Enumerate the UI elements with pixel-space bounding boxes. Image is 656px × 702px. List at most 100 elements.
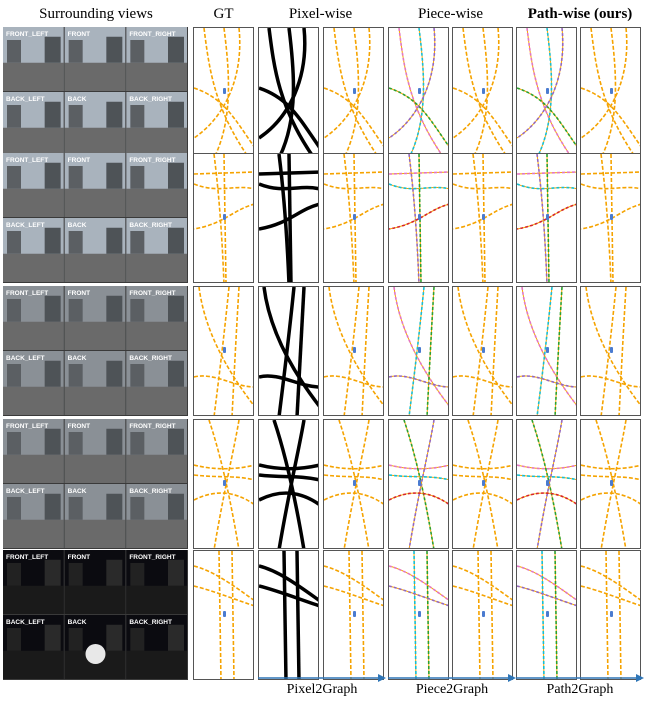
lane-curve	[554, 287, 563, 415]
ego-vehicle-icon	[610, 480, 613, 486]
lane-curve	[213, 154, 225, 282]
lane-curve	[389, 565, 448, 601]
surround-views-row-4: FRONT_LEFT FRONT FRONT_RIGHT BACK_LEFT BACK B…	[3, 419, 188, 549]
lane-curve-overlay	[536, 420, 563, 548]
camera-label-back-left: BACK_LEFT	[6, 488, 45, 495]
lane-curve-overlay	[517, 204, 576, 230]
map-pixel-graph-row-4	[323, 419, 384, 549]
lane-curve-overlay	[389, 28, 436, 139]
map-piece-a-row-4	[388, 419, 449, 549]
camera-label-front: FRONT	[68, 423, 90, 430]
map-path-a-row-3	[516, 286, 577, 416]
lane-curve	[214, 28, 230, 156]
camera-label-front-left: FRONT_LEFT	[6, 290, 48, 297]
lane-curve	[208, 420, 240, 548]
lane-curve	[426, 551, 430, 679]
camera-label-front-left: FRONT_LEFT	[6, 423, 48, 430]
lane-curve	[259, 491, 318, 506]
lane-curve	[517, 28, 564, 139]
lane-curve	[324, 183, 383, 190]
lane-curve	[194, 203, 253, 230]
lane-curve	[426, 287, 435, 415]
lane-curve-overlay	[517, 28, 564, 139]
lane-curve	[581, 203, 640, 230]
surround-views-row-1: FRONT_LEFT FRONT FRONT_RIGHT BACK_LEFT BACK B…	[3, 27, 188, 157]
lane-curve	[554, 551, 558, 679]
lane-curve	[259, 564, 318, 602]
lane-curve	[348, 551, 352, 679]
lane-curve	[194, 464, 253, 470]
lane-curve	[517, 375, 576, 388]
map-path-a-row-1	[516, 27, 577, 157]
lane-curve	[581, 183, 640, 190]
lane-curve	[389, 375, 448, 388]
lane-curve	[218, 551, 222, 679]
ego-vehicle-icon	[353, 347, 356, 353]
lane-curve	[618, 287, 627, 415]
lane-curve	[344, 28, 360, 156]
lane-curve	[472, 287, 489, 415]
footer-path2graph: Path2Graph	[546, 682, 614, 697]
lane-curve	[198, 287, 253, 406]
lane-curve	[343, 420, 370, 548]
lane-curve	[194, 183, 253, 190]
lane-curve	[537, 28, 553, 156]
lane-curve	[408, 154, 420, 282]
lane-curve-overlay	[408, 287, 425, 415]
lane-curve	[581, 474, 640, 481]
camera-label-back-right: BACK_RIGHT	[129, 96, 172, 103]
map-pixel-mask-row-4	[258, 419, 319, 549]
lane-curve	[194, 585, 253, 607]
camera-label-front: FRONT	[68, 157, 90, 164]
camera-label-back-left: BACK_LEFT	[6, 96, 45, 103]
map-piece-b-row-5	[452, 550, 513, 680]
map-path-b-row-2	[580, 153, 641, 283]
path2graph-arrow	[516, 674, 644, 682]
lane-curve	[277, 154, 291, 282]
camera-label-front: FRONT	[68, 554, 90, 561]
pixel2graph-arrow	[258, 674, 386, 682]
lane-curve-overlay	[426, 287, 435, 415]
lane-curve-overlay	[517, 585, 576, 606]
lane-curve	[453, 375, 512, 388]
camera-label-back-right: BACK_RIGHT	[129, 619, 172, 626]
lane-curve	[324, 203, 383, 230]
camera-label-back: BACK	[68, 96, 87, 103]
lane-curve	[413, 551, 417, 679]
ego-vehicle-icon	[418, 480, 421, 486]
map-piece-a-row-2	[388, 153, 449, 283]
lane-curve	[398, 28, 444, 156]
ego-vehicle-icon	[610, 347, 613, 353]
lane-curve	[389, 464, 448, 470]
lane-curve	[600, 287, 617, 415]
lane-curve-overlay	[393, 287, 448, 406]
camera-label-back-right: BACK_RIGHT	[129, 222, 172, 229]
ego-vehicle-icon	[353, 214, 356, 220]
map-piece-b-row-3	[452, 286, 513, 416]
ego-vehicle-icon	[610, 611, 613, 617]
lane-curve	[333, 28, 379, 156]
lane-curve	[472, 154, 484, 282]
lane-curve	[618, 551, 622, 679]
lane-curve	[324, 464, 383, 470]
camera-label-back: BACK	[68, 355, 87, 362]
camera-label-front-right: FRONT_RIGHT	[129, 423, 175, 430]
lane-curve	[389, 183, 448, 190]
lane-curve	[262, 287, 318, 408]
ego-vehicle-icon	[546, 611, 549, 617]
lane-curve	[277, 420, 306, 548]
lane-curve	[600, 420, 627, 548]
lane-curve-overlay	[398, 28, 444, 156]
lane-curve	[585, 287, 640, 406]
ego-vehicle-icon	[482, 480, 485, 486]
lane-curve-overlay	[517, 87, 576, 146]
map-gt-row-3	[193, 286, 254, 416]
map-path-a-row-4	[516, 419, 577, 549]
lane-curve-overlay	[536, 287, 553, 415]
lane-curve	[453, 87, 512, 147]
map-gt-row-4	[193, 419, 254, 549]
lane-curve-overlay	[526, 28, 572, 156]
lane-curve	[324, 28, 371, 139]
lane-curve	[610, 154, 614, 282]
camera-label-front-right: FRONT_RIGHT	[129, 554, 175, 561]
